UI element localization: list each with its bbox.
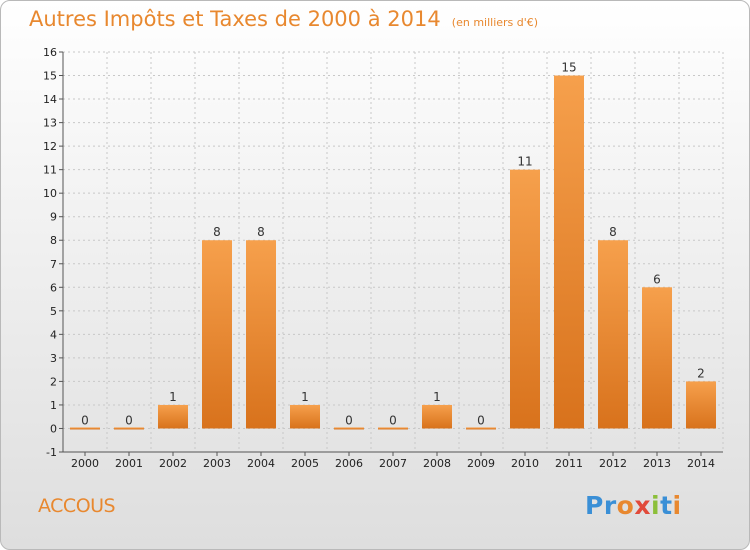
value-label: 8: [213, 225, 221, 239]
value-label: 1: [169, 390, 177, 404]
x-tick-label: 2009: [467, 457, 495, 470]
logo-letter: P: [585, 491, 604, 520]
bar: [466, 427, 496, 430]
value-label: 11: [517, 155, 532, 169]
bar: [246, 240, 276, 429]
logo-letter: x: [634, 491, 651, 520]
y-tick-label: 5: [50, 305, 57, 318]
bar: [114, 427, 144, 430]
value-label: 0: [477, 413, 485, 427]
y-tick-label: -1: [46, 446, 57, 459]
y-tick-label: 12: [43, 140, 57, 153]
x-tick-label: 2002: [159, 457, 187, 470]
y-tick-label: 7: [50, 258, 57, 271]
value-label: 0: [81, 413, 89, 427]
commune-name: ACCOUS: [38, 495, 116, 517]
y-tick-label: 14: [43, 93, 57, 106]
bar: [334, 427, 364, 430]
value-label: 8: [257, 225, 265, 239]
x-tick-label: 2011: [555, 457, 583, 470]
value-label: 1: [433, 390, 441, 404]
bar: [290, 404, 320, 429]
value-label: 8: [609, 225, 617, 239]
bar: [686, 381, 716, 429]
y-tick-label: 10: [43, 187, 57, 200]
x-tick-label: 2008: [423, 457, 451, 470]
bars: [70, 75, 716, 430]
logo-letter: t: [660, 491, 673, 520]
x-tick-label: 2010: [511, 457, 539, 470]
x-tick-label: 2000: [71, 457, 99, 470]
value-label: 1: [301, 390, 309, 404]
title-row: Autres Impôts et Taxes de 2000 à 2014 (e…: [29, 7, 538, 31]
x-tick-label: 2013: [643, 457, 671, 470]
y-tick-label: 13: [43, 117, 57, 130]
logo-letter: i: [651, 491, 661, 520]
x-tick-label: 2007: [379, 457, 407, 470]
value-label: 0: [125, 413, 133, 427]
bar: [642, 287, 672, 429]
x-tick-label: 2004: [247, 457, 275, 470]
y-tick-label: 2: [50, 375, 57, 388]
x-tick-label: 2005: [291, 457, 319, 470]
bar: [378, 427, 408, 430]
bar: [202, 240, 232, 429]
x-tick-label: 2003: [203, 457, 231, 470]
y-tick-label: 4: [50, 328, 57, 341]
value-label: 0: [345, 413, 353, 427]
x-tick-label: 2014: [687, 457, 715, 470]
logo-letter: o: [616, 491, 635, 520]
x-tick-label: 2006: [335, 457, 363, 470]
y-tick-label: 0: [50, 422, 57, 435]
x-tick-label: 2001: [115, 457, 143, 470]
bar: [554, 75, 584, 429]
chart-subtitle: (en milliers d'€): [451, 16, 539, 29]
logo-letter: i: [672, 491, 682, 520]
logo-letter: r: [603, 491, 617, 520]
bar: [70, 427, 100, 430]
y-tick-label: 11: [43, 164, 57, 177]
y-tick-label: 8: [50, 234, 57, 247]
y-tick-label: 6: [50, 281, 57, 294]
bar: [510, 169, 540, 429]
value-label: 15: [561, 61, 576, 75]
x-tick-label: 2012: [599, 457, 627, 470]
value-label: 0: [389, 413, 397, 427]
y-tick-label: 9: [50, 211, 57, 224]
bar: [422, 404, 452, 429]
bar: [598, 240, 628, 429]
chart-title: Autres Impôts et Taxes de 2000 à 2014: [29, 7, 441, 31]
value-label: 2: [697, 366, 705, 380]
value-labels: 0 0 1 8 8 1 0 0 1 0 11 15 8 6 2: [81, 61, 705, 428]
y-tick-label: 1: [50, 399, 57, 412]
value-label: 6: [653, 272, 661, 286]
y-tick-label: 16: [43, 46, 57, 59]
y-tick-label: 15: [43, 70, 57, 83]
y-tick-label: 3: [50, 352, 57, 365]
proxiti-logo: Proxiti: [585, 491, 682, 520]
bar: [158, 404, 188, 429]
